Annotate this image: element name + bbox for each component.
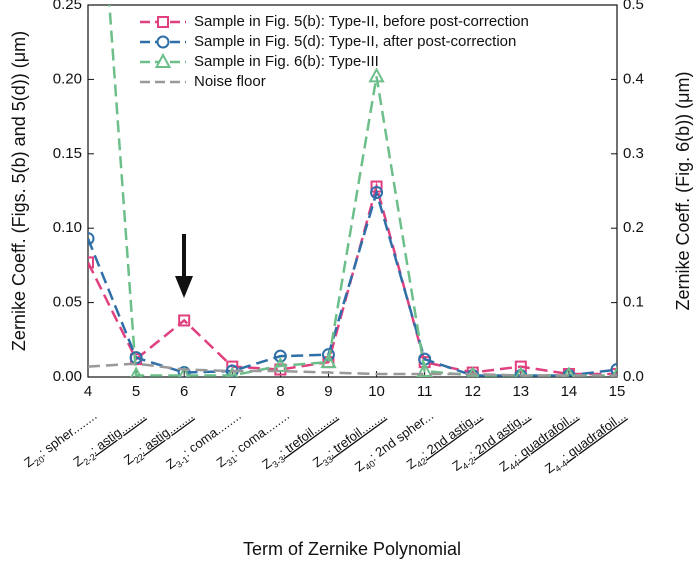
y2-tick-label: 0.2 bbox=[623, 219, 644, 236]
plot-area bbox=[88, 5, 617, 377]
legend-marker bbox=[154, 52, 172, 68]
x-tick-label: 12 bbox=[464, 383, 481, 400]
arrow bbox=[175, 234, 193, 298]
x-tick-label: 15 bbox=[609, 383, 626, 400]
x-tick-label: 11 bbox=[417, 383, 433, 400]
marker bbox=[370, 185, 384, 199]
legend-label: Noise floor bbox=[194, 73, 266, 90]
term-index: 31 bbox=[225, 454, 239, 468]
legend-label: Sample in Fig. 5(d): Type-II, after post… bbox=[194, 33, 516, 50]
x-tick-label: 6 bbox=[180, 383, 188, 400]
term-index: 42 bbox=[415, 456, 429, 470]
marker bbox=[514, 360, 527, 373]
x-tick-label: 7 bbox=[228, 383, 236, 400]
y-tick-label: 0.15 bbox=[53, 145, 82, 162]
x-tick-label: 14 bbox=[561, 383, 578, 400]
y2-tick-label: 0.5 bbox=[623, 0, 644, 13]
x-tick-label: 9 bbox=[324, 383, 332, 400]
y-axis-title: Zernike Coeff. (Figs. 5(b) and 5(d)) (μm… bbox=[9, 31, 29, 351]
y2-tick-label: 0.4 bbox=[623, 70, 644, 87]
legend-marker bbox=[157, 16, 169, 28]
y-tick-label: 0.25 bbox=[53, 0, 82, 13]
y-tick-label: 0.00 bbox=[53, 368, 82, 385]
legend-marker bbox=[156, 35, 170, 49]
marker bbox=[611, 368, 617, 377]
x-tick-label: 5 bbox=[132, 383, 140, 400]
y-tick-label: 0.20 bbox=[53, 70, 82, 87]
plot-frame bbox=[87, 4, 618, 378]
marker bbox=[130, 366, 142, 377]
series-line bbox=[88, 362, 617, 377]
x-tick-label: 4 bbox=[84, 383, 92, 400]
y2-tick-label: 0.3 bbox=[623, 145, 644, 162]
series-line bbox=[88, 188, 617, 377]
y-tick-label: 0.10 bbox=[53, 219, 82, 236]
marker bbox=[226, 366, 239, 377]
term-index: 44 bbox=[508, 459, 522, 473]
marker bbox=[273, 349, 287, 363]
legend-label: Sample in Fig. 5(b): Type-II, before pos… bbox=[194, 13, 529, 30]
x-axis-title: Term of Zernike Polynomial bbox=[243, 539, 461, 559]
x-tick-label: 10 bbox=[368, 383, 385, 400]
y2-tick-label: 0.1 bbox=[623, 294, 644, 311]
term-index: 40 bbox=[363, 459, 377, 473]
marker bbox=[88, 256, 94, 269]
marker bbox=[88, 232, 95, 246]
y2-axis-title: Zernike Coeff. (Fig. 6(b)) (μm) bbox=[673, 71, 693, 310]
x-tick-label: 8 bbox=[276, 383, 284, 400]
marker bbox=[178, 366, 190, 377]
series-line bbox=[88, 181, 617, 376]
term-label: Z4-4: quadrafoil... bbox=[542, 408, 630, 479]
term-index: 20 bbox=[33, 454, 47, 468]
y2-tick-label: 0.0 bbox=[623, 368, 644, 385]
marker bbox=[320, 353, 337, 369]
marker bbox=[368, 67, 385, 83]
term-index: 33 bbox=[321, 454, 335, 468]
term-index: 22 bbox=[132, 452, 146, 466]
marker bbox=[178, 314, 191, 327]
marker bbox=[272, 356, 289, 372]
marker bbox=[416, 361, 433, 377]
y-tick-label: 0.05 bbox=[53, 294, 82, 311]
marker bbox=[610, 363, 617, 377]
legend-label: Sample in Fig. 6(b): Type-III bbox=[194, 53, 379, 70]
x-tick-label: 13 bbox=[512, 383, 529, 400]
